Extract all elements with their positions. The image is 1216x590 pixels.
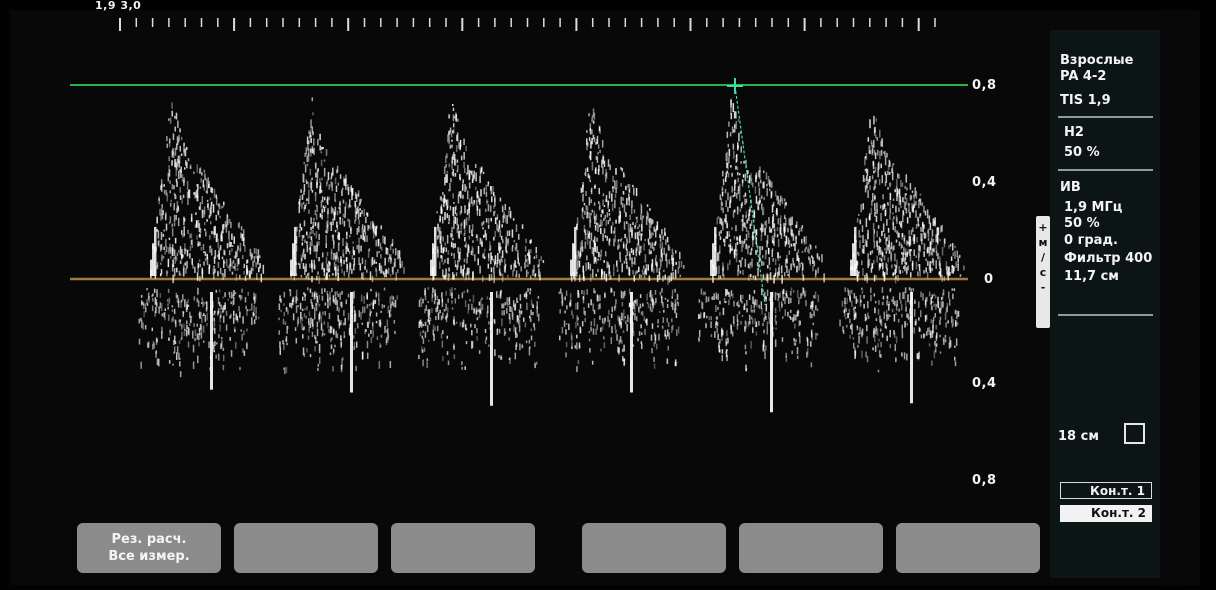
softkey-5[interactable] — [739, 523, 883, 573]
measurement-cursor[interactable] — [727, 78, 766, 306]
time-scale-ticks — [119, 18, 936, 31]
top-left-readout: 1,9 3,0 — [95, 0, 142, 12]
preset-label: Взрослые — [1060, 53, 1134, 68]
scale-label-pos-0-8: 0,8 — [972, 78, 997, 93]
softkey-4[interactable] — [582, 523, 726, 573]
softkey-2[interactable] — [234, 523, 378, 573]
depth-label: 18 см — [1058, 429, 1099, 444]
velocity-units-label: + м / с - — [1038, 221, 1048, 294]
cardiac-cycle-4 — [558, 108, 685, 393]
probe-label: PA 4-2 — [1060, 69, 1107, 84]
display-frame — [10, 10, 1200, 585]
panel-divider — [1058, 169, 1153, 171]
cardiac-cycle-2 — [278, 97, 405, 393]
doppler-title: ИВ — [1060, 180, 1081, 195]
contour-1-button[interactable]: Кон.т. 1 — [1060, 482, 1152, 499]
scale-label-zero: 0 — [984, 272, 994, 287]
mode2-title: H2 — [1064, 125, 1084, 140]
cardiac-cycle-5 — [698, 98, 825, 413]
doppler-waveforms — [138, 97, 965, 413]
panel-divider — [1058, 116, 1153, 118]
side-strip — [1160, 10, 1186, 585]
depth-checkbox[interactable] — [1124, 423, 1145, 444]
velocity-units-tab: + м / с - — [1036, 216, 1050, 328]
filter-label: Фильтр 400 — [1064, 251, 1153, 266]
scale-label-neg-0-4: 0,4 — [972, 376, 997, 391]
softkey-results-line1: Рез. расч. — [111, 532, 187, 547]
mode2-value: 50 % — [1064, 145, 1100, 160]
cardiac-cycle-3 — [418, 103, 545, 406]
cardiac-cycle-1 — [138, 102, 265, 390]
gate-label: 11,7 см — [1064, 269, 1119, 284]
tis-label: TIS 1,9 — [1060, 93, 1111, 108]
scale-label-pos-0-4: 0,4 — [972, 175, 997, 190]
cardiac-cycle-6 — [839, 115, 965, 404]
softkey-3[interactable] — [391, 523, 535, 573]
frequency-label: 1,9 МГц — [1064, 200, 1123, 215]
softkey-results[interactable]: Рез. расч. Все измер. — [77, 523, 221, 573]
contour-2-button[interactable]: Кон.т. 2 — [1060, 505, 1152, 522]
angle-label: 0 град. — [1064, 233, 1118, 248]
softkey-6[interactable] — [896, 523, 1040, 573]
scale-label-neg-0-8: 0,8 — [972, 473, 997, 488]
panel-divider — [1058, 314, 1153, 316]
power-label: 50 % — [1064, 216, 1100, 231]
softkey-results-line2: Все измер. — [108, 549, 190, 564]
